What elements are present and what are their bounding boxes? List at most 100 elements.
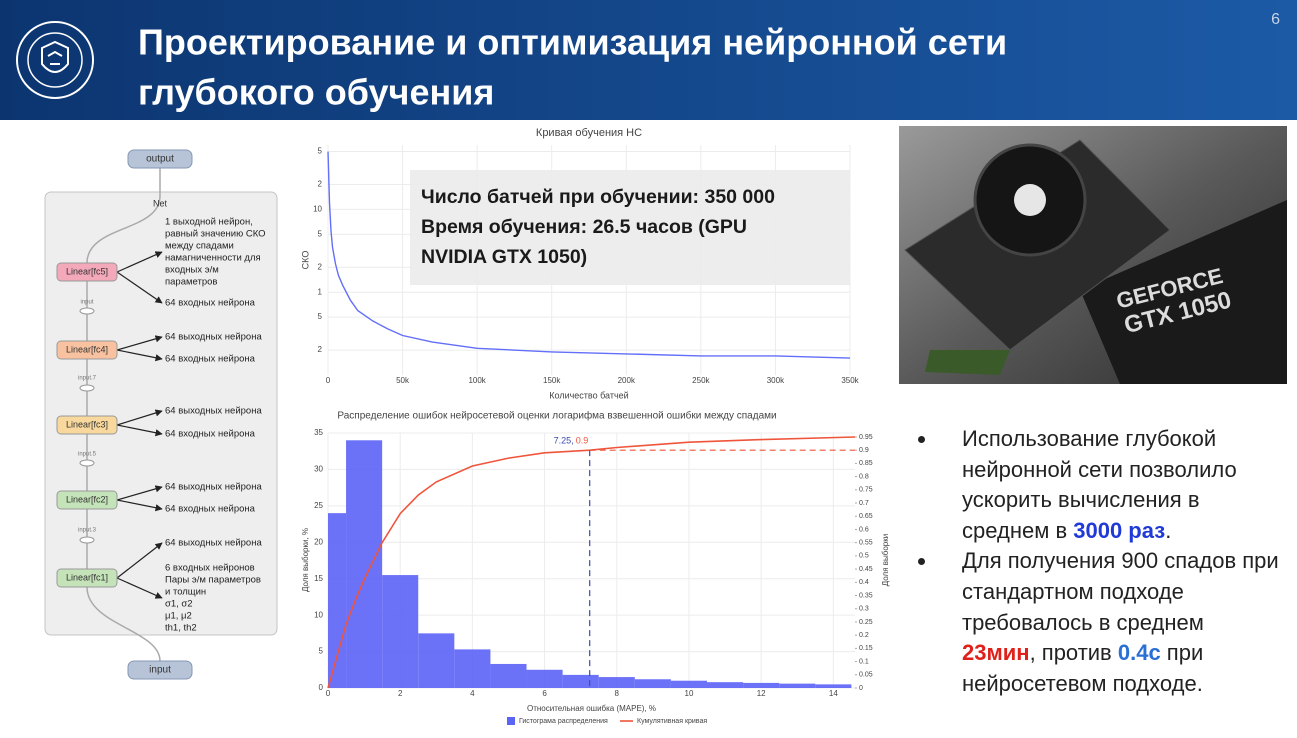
- histogram-bar: [562, 674, 599, 688]
- page-number: 6: [1271, 11, 1280, 28]
- x-tick-label: 50k: [396, 376, 410, 385]
- gpu-photo: GEFORCE GTX 1050: [899, 126, 1287, 384]
- edge-label: input.7: [78, 376, 97, 382]
- chart-title: Распределение ошибок нейросетевой оценки…: [337, 410, 776, 422]
- annotation: σ1, σ2: [165, 599, 193, 610]
- annotation: 64 входных нейрона: [165, 429, 256, 440]
- arrow: [116, 499, 163, 512]
- y2-tick-label: 0.6: [859, 526, 869, 533]
- highlight: 3000 раз: [1073, 517, 1166, 543]
- edge-label: input.3: [78, 528, 97, 534]
- y2-tick-label: 0.45: [859, 566, 873, 573]
- x-tick-label: 4: [470, 689, 475, 698]
- legend-label: Гистограма распределения: [519, 718, 608, 725]
- y2-tick-label: 0.5: [859, 553, 869, 560]
- x-tick-label: 350k: [841, 376, 859, 385]
- slide-title: Проектирование и оптимизация нейронной с…: [138, 22, 1007, 63]
- logo: [16, 21, 94, 99]
- annotation: μ1, μ2: [165, 611, 192, 622]
- annotation: 64 входных нейрона: [165, 504, 256, 515]
- x-tick-label: 100k: [468, 376, 486, 385]
- x-axis-label: Количество батчей: [549, 390, 628, 400]
- histogram-bar: [815, 684, 852, 688]
- y2-tick-label: 0.7: [859, 500, 869, 507]
- y2-tick-label: 0.3: [859, 606, 869, 613]
- layer-node: [56, 415, 118, 435]
- histogram-bar: [382, 575, 419, 688]
- arrow: [116, 485, 163, 501]
- line-series: [327, 151, 851, 359]
- y2-tick-label: 0: [859, 685, 863, 692]
- histogram-bar: [454, 649, 491, 688]
- x-tick-label: 200k: [618, 376, 636, 385]
- y2-tick-label: 0.05: [859, 672, 873, 679]
- y2-tick-label: 0.95: [859, 434, 873, 441]
- legend-label: Кумулятивная кривая: [637, 718, 707, 725]
- arrow: [116, 424, 163, 437]
- x-tick-label: 12: [757, 689, 766, 698]
- annotation: 64 входных нейрона: [165, 298, 256, 309]
- info-line: Число батчей при обучении: 350 000: [421, 186, 775, 208]
- histogram-bar: [346, 440, 383, 688]
- x-tick-label: 14: [829, 689, 838, 698]
- cumulative-line: [327, 436, 856, 689]
- edge: [86, 168, 161, 264]
- x-tick-label: 0: [326, 376, 331, 385]
- edge-port: [79, 384, 95, 392]
- histogram-bar: [779, 683, 816, 688]
- highlight: 23мин: [962, 640, 1030, 666]
- y-axis-label: СКО: [300, 251, 310, 270]
- y2-tick-label: 0.65: [859, 513, 873, 520]
- annotation: 6 входных нейронов: [165, 563, 255, 574]
- y-tick-label: 25: [314, 501, 323, 510]
- y-tick-label: 5: [318, 229, 323, 238]
- y-tick-label: 35: [314, 428, 323, 437]
- histogram-bar: [418, 633, 455, 688]
- annotation: 64 выходных нейрона: [165, 482, 262, 493]
- annotation: Пары э/м параметров: [165, 575, 261, 586]
- y-tick-label: 2: [318, 180, 323, 189]
- y2-tick-label: 0.8: [859, 473, 869, 480]
- y-tick-label: 1: [318, 287, 323, 296]
- layer-label: Linear[fc1]: [66, 572, 108, 582]
- annotation: 1 выходной нейрон,: [165, 217, 253, 228]
- annotation: намагниченности для: [165, 253, 261, 264]
- network-diagram: output input Net input input.7 input.5 inpu…: [44, 149, 278, 680]
- x-tick-label: 300k: [767, 376, 785, 385]
- annotation: 64 выходных нейрона: [165, 406, 262, 417]
- x-tick-label: 2: [398, 689, 403, 698]
- bullet: Использование глубокой нейронной сети по…: [912, 424, 1282, 546]
- y2-tick-label: 0.2: [859, 632, 869, 639]
- info-line: NVIDIA GTX 1050): [421, 246, 587, 268]
- annotation-y: 0.9: [576, 436, 589, 446]
- y-tick-label: 5: [319, 647, 324, 656]
- annotation: и толщин: [165, 587, 206, 598]
- bullet-list: Использование глубокой нейронной сети по…: [912, 424, 1282, 699]
- histogram-bar: [598, 677, 635, 688]
- arrow: [116, 335, 163, 351]
- edge-label: input.5: [78, 452, 97, 458]
- annotation: равный значению СКО: [165, 229, 266, 240]
- slide-title: глубокого обучения: [138, 72, 494, 113]
- annotation: параметров: [165, 277, 217, 288]
- text: Использование глубокой нейронной сети по…: [962, 426, 1237, 543]
- x-axis-label: Относительная ошибка (MAPE), %: [527, 704, 656, 713]
- y-tick-label: 10: [314, 610, 323, 619]
- group-label: Net: [153, 198, 168, 208]
- y-tick-label: 10: [313, 205, 322, 214]
- annotation: 64 входных нейрона: [165, 354, 256, 365]
- info-box-bg: [410, 170, 850, 285]
- histogram-bar: [707, 682, 744, 688]
- edge-port: [79, 536, 95, 544]
- fan-hub: [1014, 184, 1046, 216]
- y-tick-label: 30: [314, 465, 323, 474]
- x-tick-label: 6: [542, 689, 547, 698]
- chart-title: Кривая обучения НС: [536, 127, 642, 139]
- histogram-bar: [328, 513, 347, 688]
- y-tick-label: 0: [319, 683, 324, 692]
- info-line: Время обучения: 26.5 часов (GPU: [421, 216, 747, 238]
- annotation: между спадами: [165, 241, 234, 252]
